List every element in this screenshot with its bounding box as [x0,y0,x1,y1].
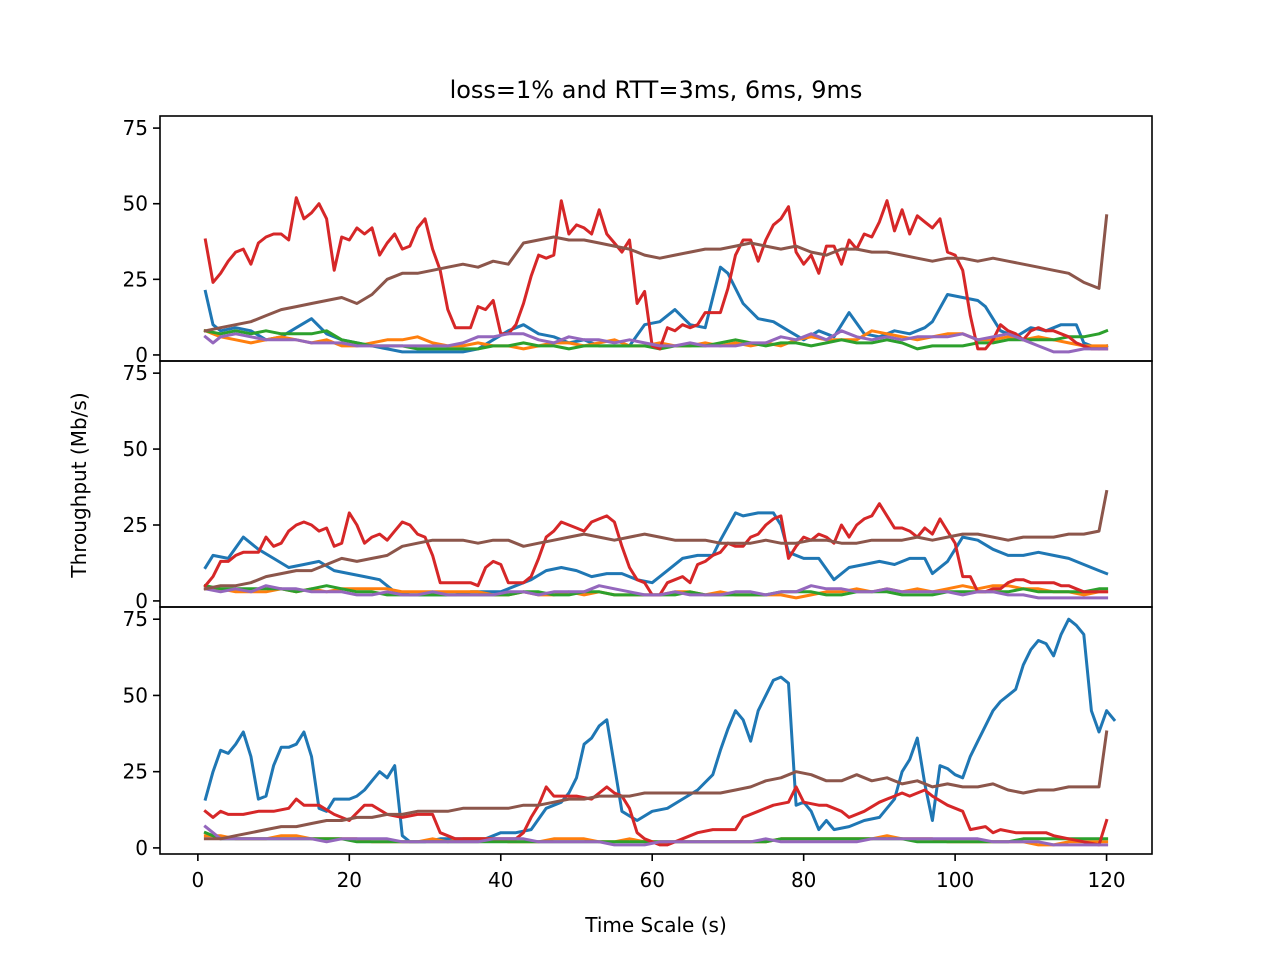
y-tick-label: 0 [135,836,148,860]
series-line-6 [203,489,1109,591]
y-tick-label: 75 [123,116,148,140]
series-line-4 [203,785,1109,847]
chart-title: loss=1% and RTT=3ms, 6ms, 9ms [450,76,863,104]
series-line-5 [203,824,1109,847]
x-tick-label: 20 [337,868,362,892]
x-tick-label: 60 [639,868,664,892]
x-tick-label: 0 [191,868,204,892]
subplot-2: 0 25 50 75 [123,360,1153,613]
x-tick-label: 100 [936,868,974,892]
y-tick-label: 0 [135,343,148,367]
y-tick-label: 75 [123,361,148,385]
subplot-3: 0 25 50 75 0 20 40 60 80 100 120 [123,606,1153,892]
y-tick-label: 75 [123,607,148,631]
series-line-5 [203,584,1109,600]
series-line-6 [203,730,1109,841]
series-line-1 [203,617,1117,844]
x-axis-label: Time Scale (s) [584,913,727,937]
series-line-6 [203,214,1109,333]
y-tick-label: 25 [123,760,148,784]
y-tick-label: 50 [123,192,148,216]
subplot-frame [159,606,1153,855]
series-line-5 [203,329,1109,354]
x-tick-label: 40 [488,868,513,892]
y-tick-label: 25 [123,513,148,537]
y-tick-label: 0 [135,589,148,613]
y-axis-label: Throughput (Mb/s) [67,392,91,578]
y-tick-label: 50 [123,683,148,707]
x-tick-label: 80 [791,868,816,892]
x-tick-label: 120 [1087,868,1125,892]
y-tick-label: 50 [123,437,148,461]
y-tick-label: 25 [123,267,148,291]
